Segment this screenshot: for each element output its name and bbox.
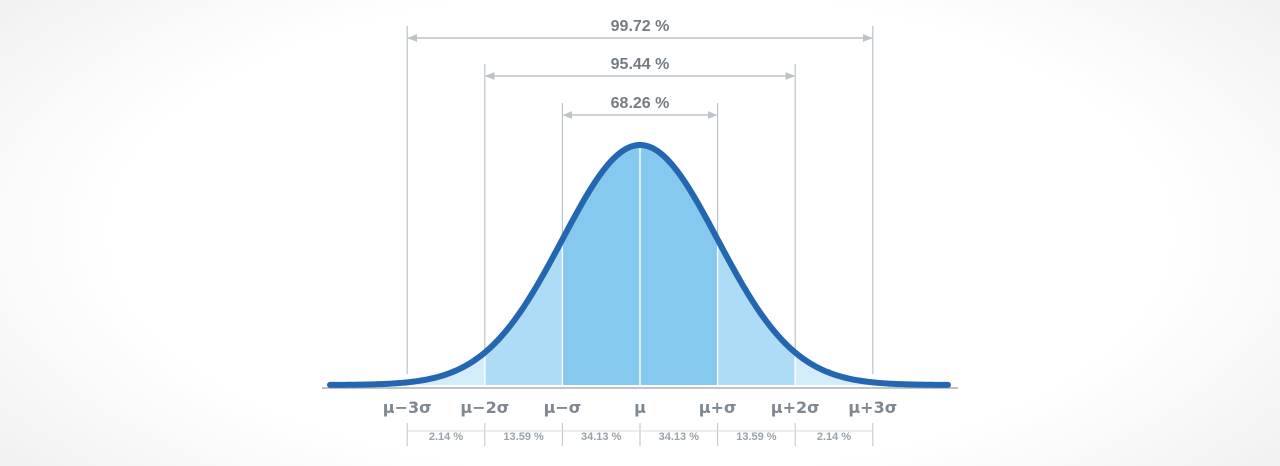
sigma-guides <box>406 26 874 446</box>
band-percentage: 34.13 % <box>581 431 622 443</box>
tick-label: μ−2σ <box>460 398 509 417</box>
tick-label: μ+2σ <box>771 398 820 417</box>
range-percentage: 68.26 % <box>611 95 670 112</box>
band-percentage: 34.13 % <box>659 431 700 443</box>
bell-curve <box>327 142 951 388</box>
band-percentage: 13.59 % <box>503 431 544 443</box>
range-percentage: 99.72 % <box>611 18 670 35</box>
tick-label: μ+3σ <box>848 398 897 417</box>
tick-label: μ <box>634 398 646 417</box>
tick-label: μ−σ <box>544 398 582 417</box>
band-percentage: 2.14 % <box>429 431 463 443</box>
tick-labels: μ−3σ μ−2σ μ−σ μ μ+σ μ+2σ μ+3σ <box>383 398 897 417</box>
tick-label: μ−3σ <box>383 398 432 417</box>
band-percentages: 2.14 % 13.59 % 34.13 % 34.13 % 13.59 % 2.14 % <box>429 431 851 443</box>
tick-label: μ+σ <box>699 398 737 417</box>
range-brackets: 99.72 % 95.44 % 68.26 % <box>407 18 873 119</box>
curve-group <box>327 142 951 388</box>
range-percentage: 95.44 % <box>611 56 670 73</box>
band-percentage: 2.14 % <box>817 431 851 443</box>
band-percentage: 13.59 % <box>736 431 777 443</box>
